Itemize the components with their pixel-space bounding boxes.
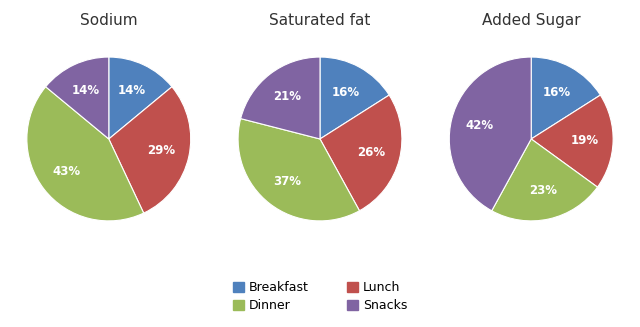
Text: 37%: 37%	[273, 175, 301, 188]
Wedge shape	[320, 57, 389, 139]
Text: 16%: 16%	[332, 86, 360, 99]
Wedge shape	[531, 95, 613, 187]
Text: 42%: 42%	[465, 119, 493, 132]
Wedge shape	[320, 95, 402, 211]
Wedge shape	[45, 57, 109, 139]
Title: Added Sugar: Added Sugar	[482, 13, 580, 28]
Title: Sodium: Sodium	[80, 13, 138, 28]
Wedge shape	[241, 57, 320, 139]
Text: 16%: 16%	[543, 86, 571, 99]
Text: 14%: 14%	[117, 84, 145, 97]
Wedge shape	[109, 57, 172, 139]
Wedge shape	[492, 139, 598, 221]
Text: 19%: 19%	[570, 134, 598, 147]
Wedge shape	[531, 57, 600, 139]
Text: 26%: 26%	[358, 146, 386, 159]
Text: 43%: 43%	[52, 165, 81, 178]
Wedge shape	[238, 119, 360, 221]
Text: 21%: 21%	[273, 90, 301, 103]
Title: Saturated fat: Saturated fat	[269, 13, 371, 28]
Text: 23%: 23%	[529, 184, 557, 198]
Legend: Breakfast, Dinner, Lunch, Snacks: Breakfast, Dinner, Lunch, Snacks	[228, 277, 412, 318]
Text: 14%: 14%	[72, 84, 100, 97]
Text: 29%: 29%	[147, 144, 175, 157]
Wedge shape	[109, 87, 191, 213]
Wedge shape	[27, 87, 143, 221]
Wedge shape	[449, 57, 531, 211]
